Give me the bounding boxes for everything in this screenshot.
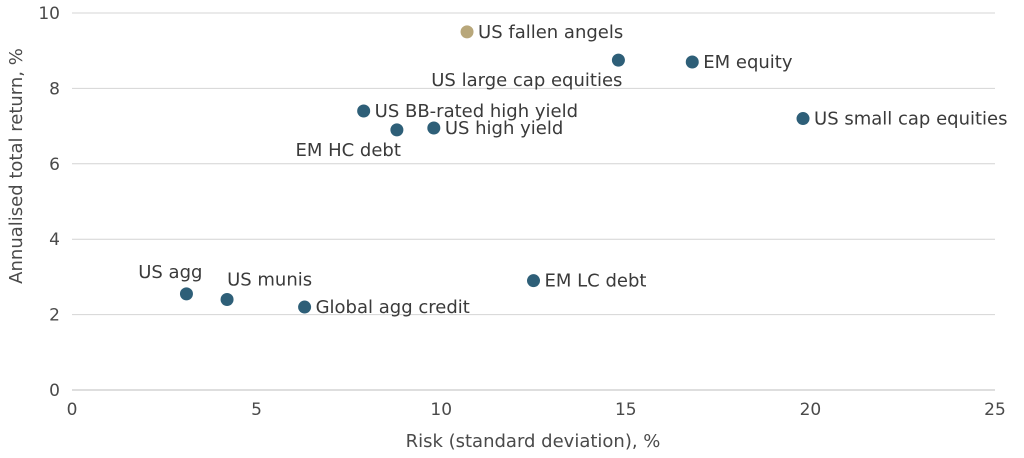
y-axis-ticks: 0 2 4 6 8 10	[38, 4, 60, 401]
point-labels: US fallen angels US large cap equities EM …	[138, 22, 1007, 318]
data-point	[427, 121, 441, 135]
data-point	[611, 53, 625, 67]
data-point	[527, 274, 540, 288]
y-tick-label: 10	[38, 4, 60, 24]
y-tick-label: 4	[49, 230, 60, 250]
point-label: Global agg credit	[316, 297, 470, 318]
data-point	[685, 55, 699, 69]
x-tick-label: 10	[430, 400, 452, 420]
data-point	[390, 123, 404, 137]
x-axis-ticks: 0 5 10 15 20 25	[67, 400, 1006, 420]
y-tick-label: 2	[49, 306, 60, 326]
y-axis-title: Annualised total return, %	[6, 48, 27, 284]
x-axis-title: Risk (standard deviation), %	[406, 431, 661, 452]
point-label: US munis	[227, 270, 312, 291]
x-tick-label: 20	[800, 400, 822, 420]
point-label: US small cap equities	[814, 109, 1007, 130]
point-label: EM HC debt	[295, 140, 400, 161]
y-tick-label: 0	[49, 381, 60, 401]
y-tick-label: 8	[49, 79, 60, 99]
point-label: EM equity	[703, 52, 793, 73]
point-label: US fallen angels	[478, 22, 623, 43]
point-label: EM LC debt	[545, 271, 647, 292]
x-tick-label: 15	[615, 400, 637, 420]
x-tick-label: 25	[984, 400, 1006, 420]
point-label: US agg	[138, 262, 202, 283]
x-tick-label: 0	[67, 400, 78, 420]
data-points	[179, 25, 810, 314]
data-point	[357, 104, 371, 118]
point-label: US BB-rated high yield	[375, 101, 578, 122]
point-label: US high yield	[445, 118, 563, 139]
data-point	[220, 293, 234, 307]
data-point	[796, 112, 810, 126]
data-point	[179, 287, 193, 301]
x-tick-label: 5	[251, 400, 262, 420]
gridlines	[72, 12, 995, 391]
data-point	[460, 25, 474, 39]
point-label: US large cap equities	[431, 70, 622, 91]
data-point	[298, 300, 312, 314]
y-tick-label: 6	[49, 155, 60, 175]
